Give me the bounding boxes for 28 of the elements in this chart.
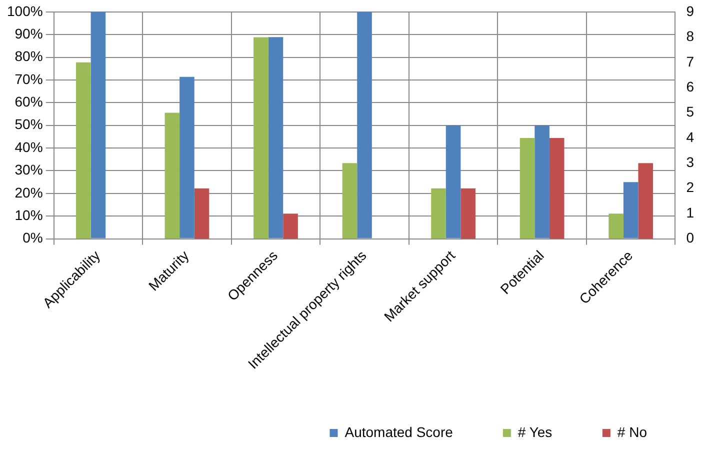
- bar: [446, 125, 461, 238]
- y-tick-label: 30%: [14, 162, 43, 178]
- y-tick-label: 10%: [14, 206, 43, 223]
- legend-label: Automated Score: [344, 424, 454, 440]
- y-tick-label: 100%: [6, 2, 43, 19]
- y-tick-label: 40%: [14, 138, 43, 155]
- legend-label: # No: [617, 424, 648, 440]
- y2-tick-label: 6: [686, 78, 694, 94]
- y-tick-label: 90%: [14, 26, 43, 42]
- y2-tick-label: 7: [686, 53, 694, 70]
- y2-tick-label: 2: [686, 179, 694, 196]
- y-tick-label: 0%: [22, 230, 43, 246]
- y-tick-label: 80%: [14, 48, 43, 64]
- y-tick-label: 70%: [14, 70, 43, 87]
- bar: [283, 214, 298, 239]
- bar: [357, 12, 372, 238]
- y2-tick-label: 3: [686, 154, 694, 170]
- y-tick-label: 50%: [14, 116, 43, 132]
- y2-tick-label: 9: [686, 2, 694, 19]
- bar: [194, 188, 210, 239]
- legend-label: # Yes: [518, 424, 552, 440]
- y-tick-label: 60%: [14, 94, 43, 110]
- y2-tick-label: 0: [686, 230, 694, 246]
- y-tick-label: 20%: [14, 184, 43, 200]
- y2-tick-label: 4: [686, 128, 694, 145]
- y2-tick-label: 5: [686, 104, 694, 120]
- y2-tick-label: 8: [686, 28, 694, 44]
- y2-tick-label: 1: [686, 204, 694, 220]
